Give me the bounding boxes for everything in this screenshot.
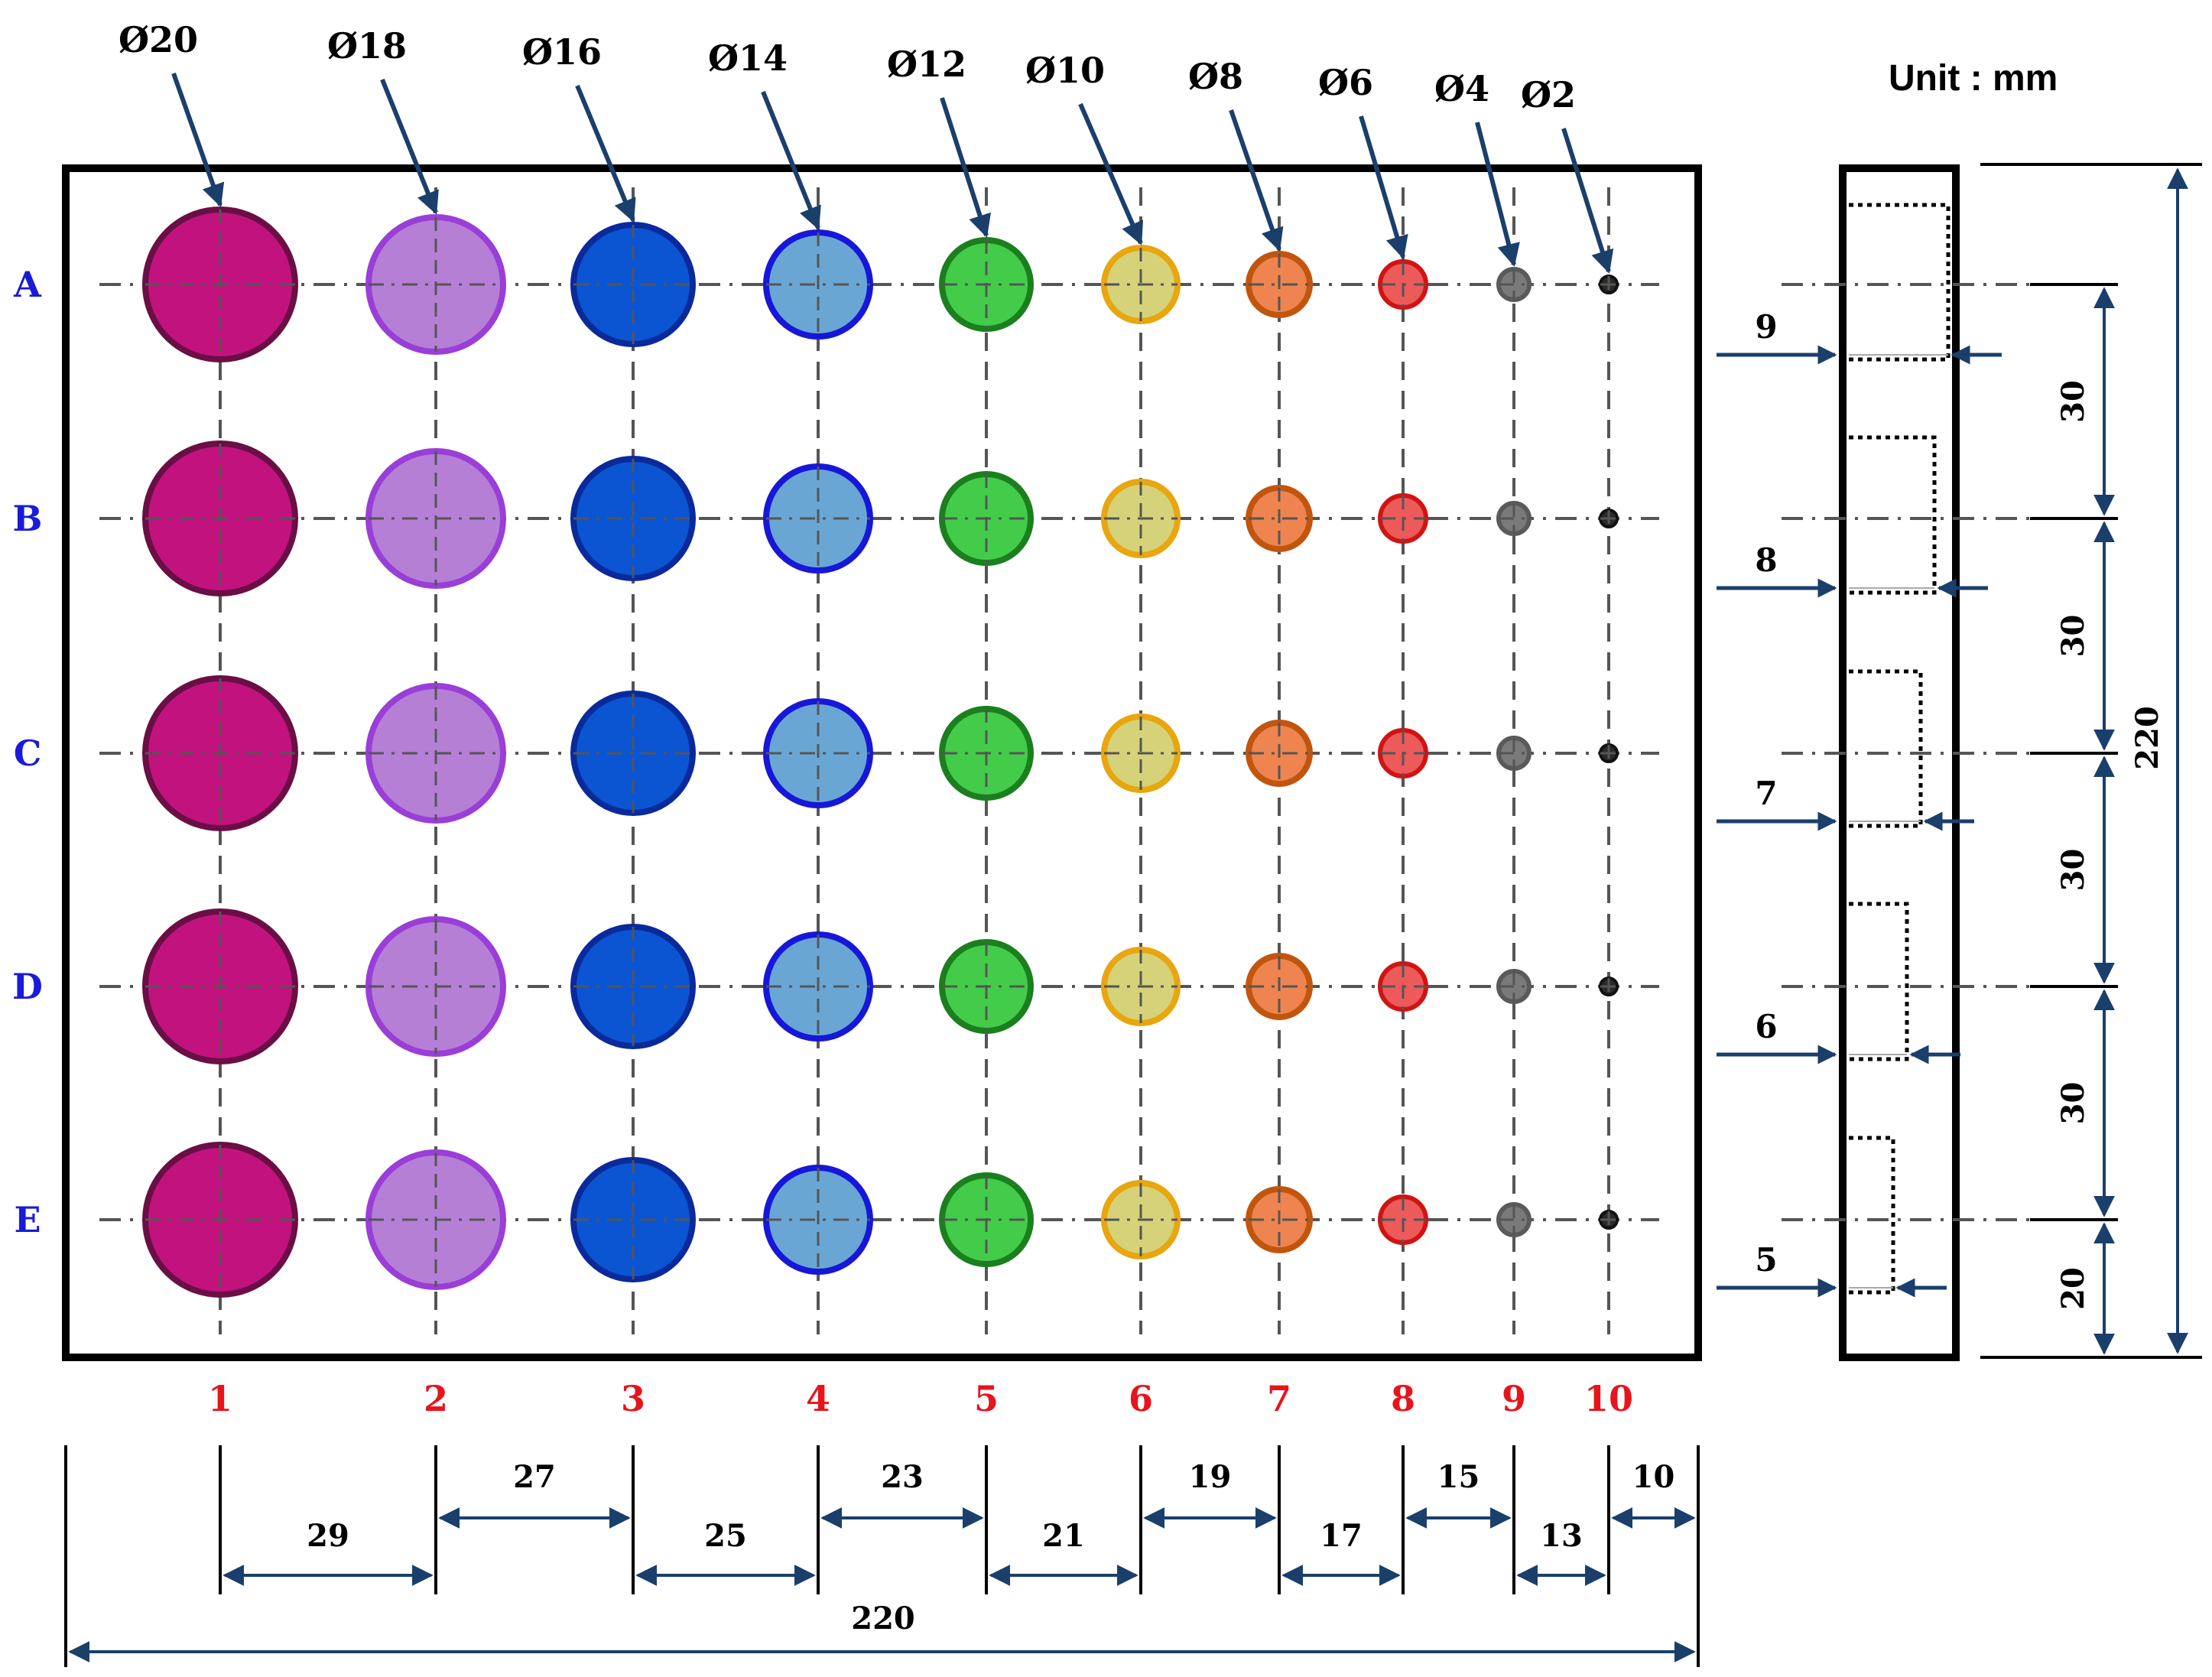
diameter-leader-arrow (1475, 122, 1520, 267)
row-label: B (13, 498, 43, 539)
spacing-dimension-label: 23 (881, 1459, 924, 1495)
plate-side-view-frame (1839, 164, 1960, 1361)
column-label: 2 (424, 1378, 448, 1419)
bottom-dimensions: 29 27 25 23 21 19 17 15 13 10 220 (64, 1445, 1700, 1667)
side-spacing-label: 30 (2055, 615, 2091, 658)
diameter-label: Ø12 (887, 44, 966, 85)
side-spacing-label: 30 (2055, 380, 2091, 423)
column-label: 7 (1267, 1378, 1291, 1419)
hole-grid (142, 206, 1619, 1298)
total-width-label: 220 (851, 1601, 915, 1636)
depth-label: 8 (1755, 541, 1777, 579)
diameter-label: Ø14 (708, 37, 788, 79)
depth-label: 9 (1755, 308, 1777, 346)
spacing-dimension-label: 17 (1320, 1518, 1363, 1554)
diameter-label: Ø16 (522, 31, 602, 73)
side-pocket-outline (1849, 203, 1951, 362)
spacing-dimension-label: 25 (704, 1518, 747, 1554)
diameter-label: Ø10 (1025, 50, 1105, 91)
diameter-leader-arrow (1229, 109, 1284, 252)
column-labels: 1 2 3 4 5 6 7 8 9 10 (208, 1378, 1633, 1419)
row-label: A (13, 264, 42, 305)
plate-top-view-frame (62, 164, 1702, 1361)
diameter-label: Ø20 (119, 19, 198, 60)
diameter-label: Ø18 (327, 25, 407, 67)
diameter-leader-arrow (380, 78, 439, 215)
side-pocket-outline (1849, 669, 1923, 828)
diameter-leader-arrow (940, 97, 991, 238)
spacing-dimension-label: 10 (1632, 1459, 1675, 1495)
depth-label: 7 (1755, 775, 1777, 812)
diameter-leader-arrow (1078, 102, 1144, 245)
row-label: C (14, 733, 42, 774)
depth-label: 6 (1755, 1008, 1777, 1045)
diameter-leader-arrow (171, 72, 225, 207)
side-pocket-outline (1849, 1136, 1895, 1295)
spacing-dimension-label: 19 (1189, 1459, 1232, 1495)
row-labels: A B C D E (12, 264, 43, 1240)
side-pocket-outline (1849, 435, 1937, 595)
row-label: D (12, 966, 43, 1007)
column-label: 8 (1391, 1378, 1415, 1419)
side-view: 9 8 7 6 5 30 30 30 30 20 220 (1717, 163, 2202, 1359)
row-label: E (14, 1199, 41, 1240)
diameter-label: Ø2 (1521, 74, 1576, 115)
column-label: 1 (208, 1378, 232, 1419)
column-label: 5 (974, 1378, 999, 1419)
spacing-dimension-label: 29 (307, 1518, 349, 1554)
column-label: 6 (1129, 1378, 1153, 1419)
centerlines (99, 187, 1659, 1334)
column-label: 9 (1502, 1378, 1526, 1419)
spacing-dimension-label: 15 (1437, 1459, 1480, 1495)
side-spacing-label: 30 (2055, 849, 2091, 892)
total-height-label: 220 (2129, 706, 2165, 770)
column-label: 4 (806, 1378, 830, 1419)
spacing-dimension-label: 27 (513, 1459, 556, 1495)
diameter-leader-arrow (1359, 115, 1408, 259)
side-spacing-label: 30 (2055, 1082, 2091, 1125)
column-label: 10 (1584, 1378, 1633, 1419)
diameter-leader-arrow (1561, 128, 1614, 274)
unit-label: Unit : mm (1889, 58, 2058, 99)
side-pocket-outline (1849, 902, 1909, 1061)
diameter-labels: Ø20 Ø18 Ø16 Ø14 Ø12 Ø10 Ø8 Ø6 Ø4 Ø2 (119, 19, 1614, 274)
spacing-dimension-label: 13 (1540, 1518, 1583, 1554)
depth-label: 5 (1755, 1241, 1777, 1279)
diameter-label: Ø6 (1318, 62, 1373, 103)
diameter-leader-arrow (761, 90, 821, 230)
diameter-label: Ø8 (1188, 56, 1243, 97)
side-spacing-label: 20 (2055, 1267, 2091, 1310)
diameter-label: Ø4 (1434, 68, 1489, 109)
column-label: 3 (621, 1378, 645, 1419)
diameter-leader-arrow (575, 84, 636, 223)
spacing-dimension-label: 21 (1042, 1518, 1085, 1554)
